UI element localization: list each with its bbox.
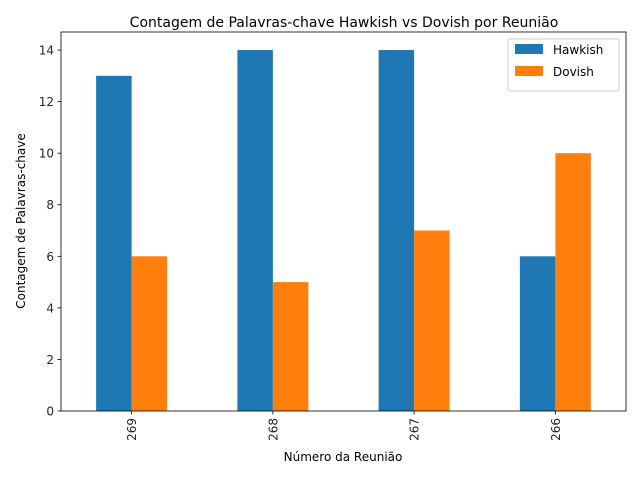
legend-swatch-hawkish bbox=[515, 44, 543, 54]
bar-dovish-266 bbox=[555, 153, 591, 411]
legend-label-dovish: Dovish bbox=[553, 65, 594, 79]
x-tick-label: 266 bbox=[549, 418, 563, 441]
y-axis-label: Contagem de Palavras-chave bbox=[14, 133, 28, 308]
x-tick-label: 267 bbox=[408, 418, 422, 441]
x-axis-label: Número da Reunião bbox=[284, 450, 403, 464]
y-tick-label: 8 bbox=[46, 198, 54, 212]
y-tick-label: 4 bbox=[46, 301, 54, 315]
y-axis: 0 2 4 6 8 10 12 14 bbox=[39, 44, 61, 419]
legend-label-hawkish: Hawkish bbox=[553, 43, 603, 57]
chart-title: Contagem de Palavras-chave Hawkish vs Do… bbox=[130, 15, 559, 31]
y-tick-label: 2 bbox=[46, 353, 54, 367]
legend: Hawkish Dovish bbox=[507, 38, 620, 92]
y-tick-label: 14 bbox=[39, 44, 54, 58]
plot-area bbox=[96, 50, 591, 412]
bar-hawkish-267 bbox=[378, 50, 415, 412]
y-tick-label: 10 bbox=[39, 147, 54, 161]
bar-dovish-268 bbox=[272, 282, 309, 411]
x-tick-label: 269 bbox=[125, 418, 139, 441]
y-tick-label: 6 bbox=[46, 250, 54, 264]
legend-swatch-dovish bbox=[515, 66, 543, 76]
plot-frame bbox=[60, 31, 627, 412]
bar-hawkish-268 bbox=[237, 50, 273, 412]
y-tick-label: 0 bbox=[46, 405, 54, 419]
bar-hawkish-269 bbox=[96, 75, 132, 412]
x-axis: 269 268 267 266 bbox=[125, 411, 563, 441]
y-tick-label: 12 bbox=[39, 95, 54, 109]
bar-dovish-267 bbox=[414, 230, 450, 411]
bar-dovish-269 bbox=[131, 256, 168, 411]
x-tick-label: 268 bbox=[266, 418, 280, 441]
bar-hawkish-266 bbox=[519, 256, 556, 411]
